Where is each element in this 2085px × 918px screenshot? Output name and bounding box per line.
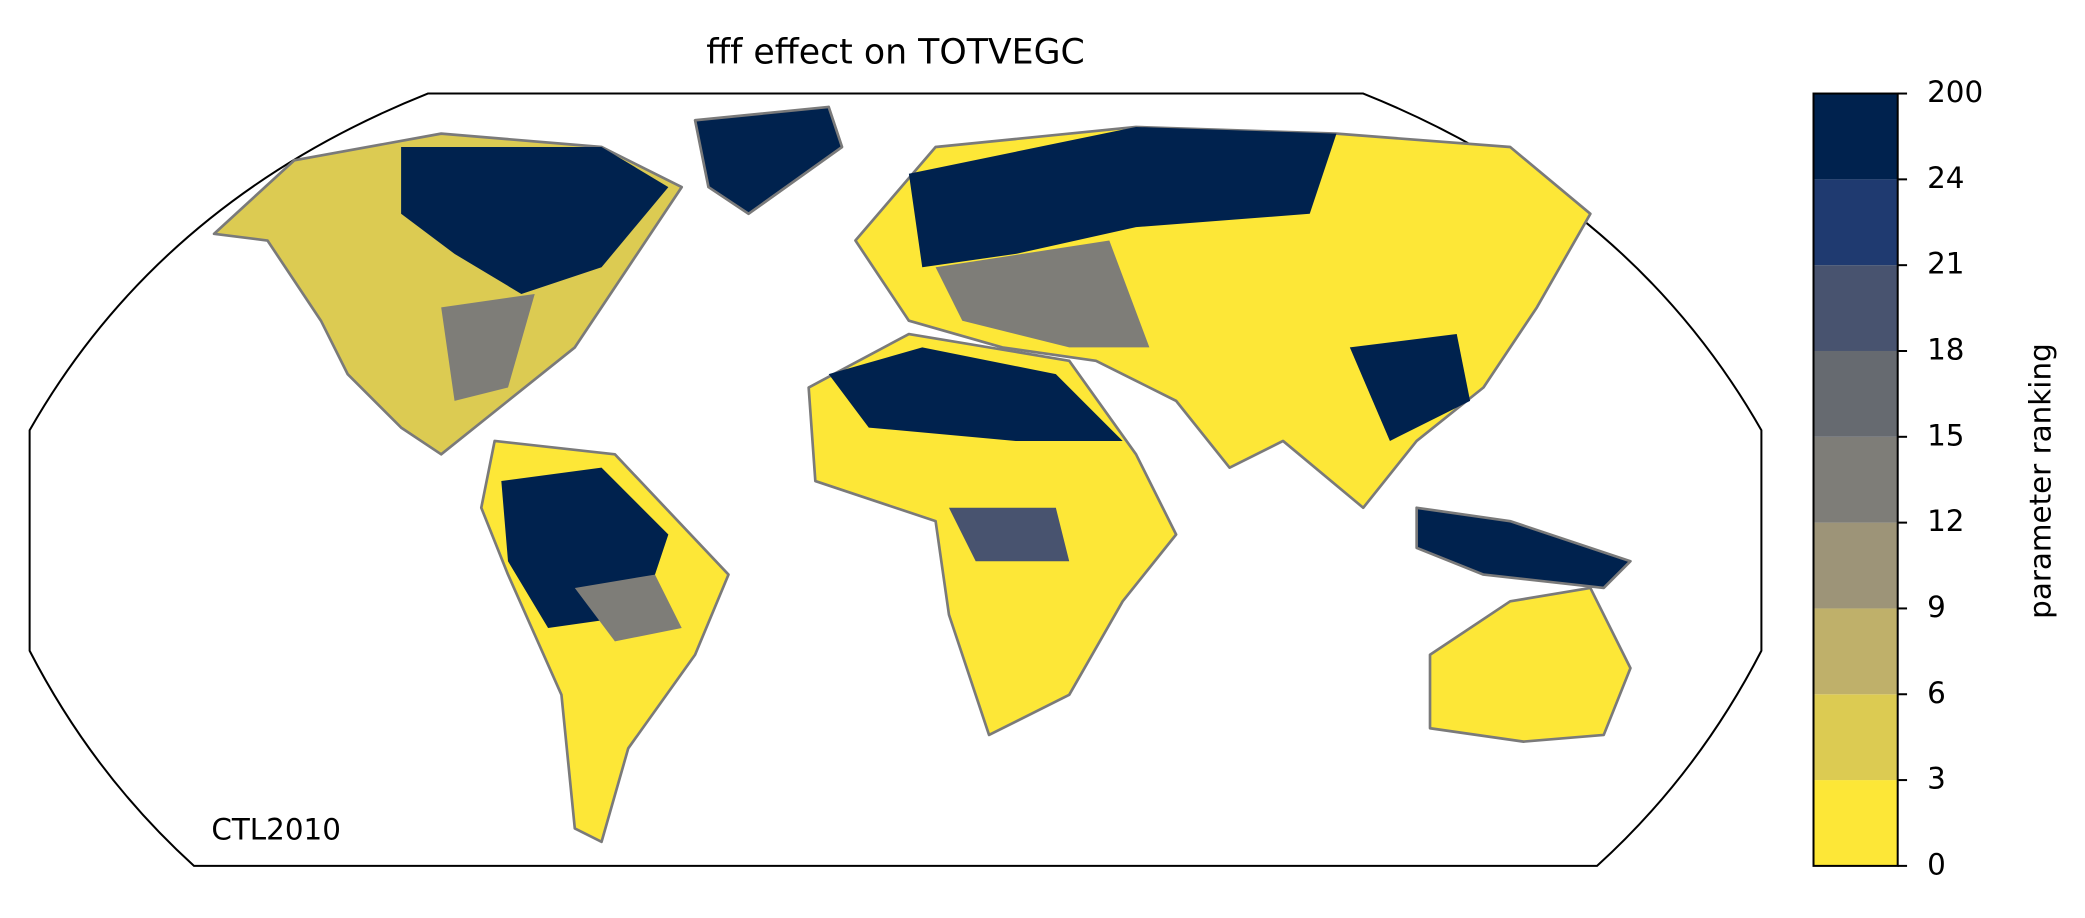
colorbar-tick-label: 200	[1927, 75, 1983, 109]
australia	[1428, 586, 1632, 743]
south-america-mid	[574, 574, 682, 642]
colorbar-tick-label: 15	[1927, 418, 1964, 452]
east-asia	[1349, 334, 1471, 441]
colorbar: 0 3 6 9 12 15 18 21 24 200	[1812, 75, 1983, 881]
colorbar-segment	[1813, 436, 1898, 523]
north-america-east	[441, 293, 535, 401]
north-america-north	[401, 146, 669, 294]
greenland	[693, 105, 844, 216]
eurasia-north	[908, 126, 1337, 268]
colorbar-tick-label: 21	[1927, 247, 1964, 281]
colorbar-segment	[1813, 265, 1898, 351]
colorbar-segment	[1813, 608, 1898, 695]
colorbar-segment	[1813, 522, 1898, 609]
colorbar-segment	[1813, 780, 1898, 866]
colorbar-segment	[1813, 179, 1898, 266]
colorbar-segment	[1813, 694, 1898, 781]
land	[212, 105, 1632, 844]
colorbar-tick-label: 3	[1927, 762, 1946, 796]
colorbar-tick-label: 12	[1927, 504, 1964, 538]
congo	[948, 507, 1070, 562]
indonesia	[1415, 506, 1632, 590]
colorbar-tick-label: 24	[1927, 161, 1964, 195]
colorbar-tick-label: 9	[1927, 590, 1946, 624]
colorbar-tick-label: 6	[1927, 676, 1946, 710]
colorbar-frame	[1812, 92, 1899, 867]
europe	[935, 240, 1150, 348]
colorbar-segment	[1813, 93, 1898, 180]
colorbar-tick-label: 18	[1927, 332, 1964, 366]
annotation: CTL2010	[211, 813, 341, 847]
colorbar-label: parameter ranking	[2024, 343, 2058, 619]
map-title: fff effect on TOTVEGC	[706, 32, 1085, 72]
colorbar-segment	[1813, 350, 1898, 437]
colorbar-tick-label: 0	[1927, 847, 1946, 881]
sahara	[828, 347, 1123, 441]
